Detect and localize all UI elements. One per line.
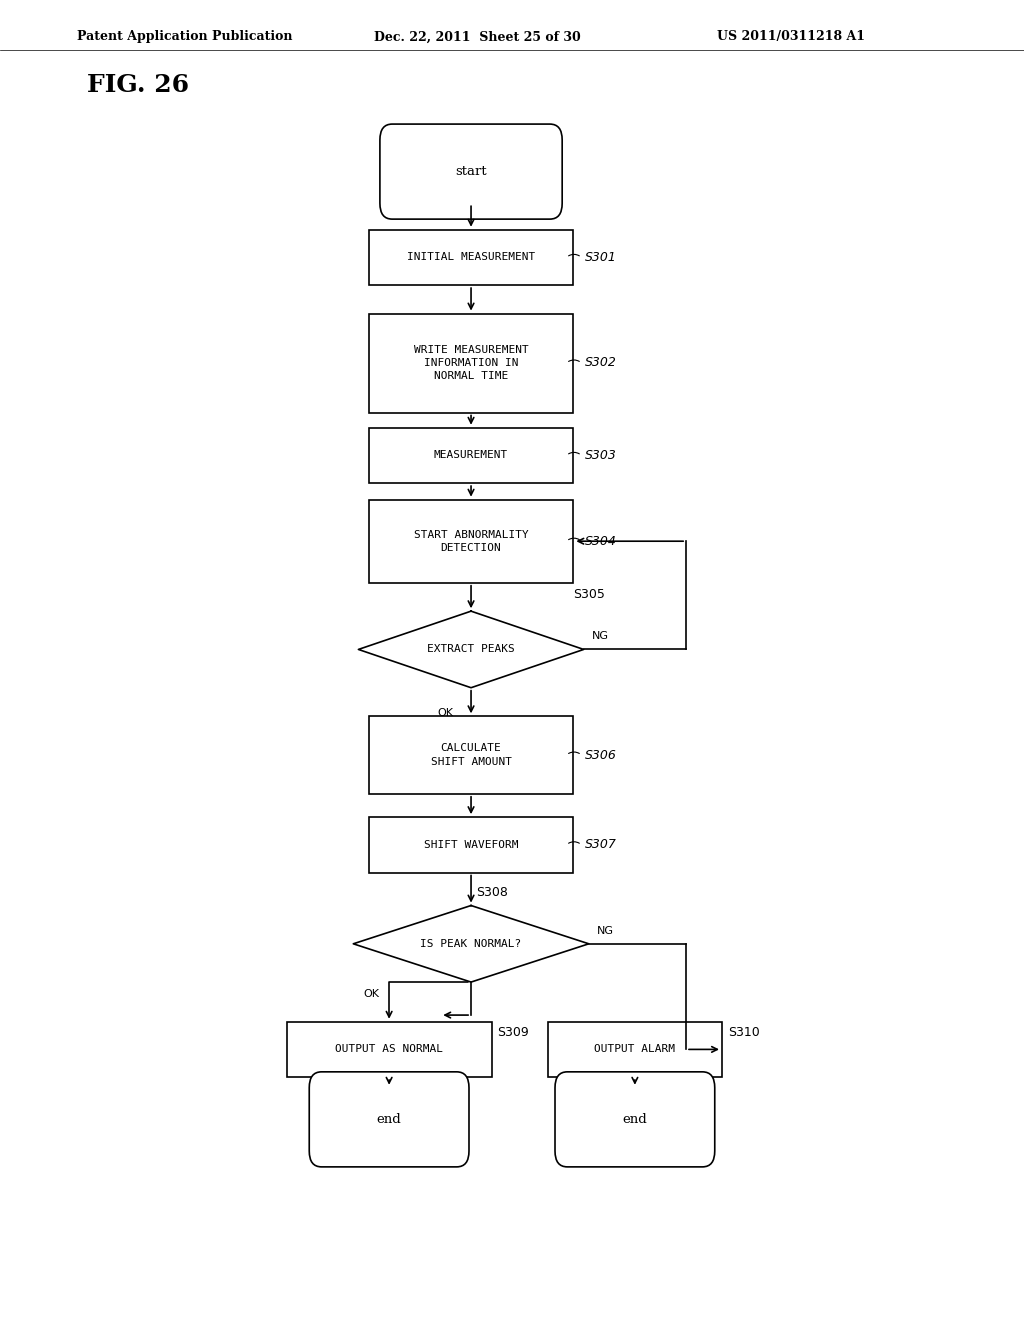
Text: end: end (623, 1113, 647, 1126)
FancyBboxPatch shape (369, 500, 573, 583)
Text: Dec. 22, 2011  Sheet 25 of 30: Dec. 22, 2011 Sheet 25 of 30 (374, 30, 581, 44)
Polygon shape (358, 611, 584, 688)
Text: WRITE MEASUREMENT
INFORMATION IN
NORMAL TIME: WRITE MEASUREMENT INFORMATION IN NORMAL … (414, 345, 528, 381)
FancyBboxPatch shape (369, 817, 573, 873)
Text: FIG. 26: FIG. 26 (87, 73, 189, 96)
Text: S308: S308 (476, 886, 508, 899)
FancyBboxPatch shape (369, 428, 573, 483)
Text: S306: S306 (585, 748, 616, 762)
Text: IS PEAK NORMAL?: IS PEAK NORMAL? (421, 939, 521, 949)
Text: MEASUREMENT: MEASUREMENT (434, 450, 508, 461)
Text: S305: S305 (573, 587, 605, 601)
Text: NG: NG (592, 631, 609, 642)
Text: S309: S309 (497, 1026, 528, 1039)
Text: S310: S310 (728, 1026, 760, 1039)
Text: EXTRACT PEAKS: EXTRACT PEAKS (427, 644, 515, 655)
FancyBboxPatch shape (369, 314, 573, 412)
Text: OK: OK (362, 989, 379, 999)
Text: SHIFT WAVEFORM: SHIFT WAVEFORM (424, 840, 518, 850)
Text: CALCULATE
SHIFT AMOUNT: CALCULATE SHIFT AMOUNT (430, 743, 512, 767)
Text: end: end (377, 1113, 401, 1126)
FancyBboxPatch shape (369, 717, 573, 793)
FancyBboxPatch shape (380, 124, 562, 219)
Text: US 2011/0311218 A1: US 2011/0311218 A1 (717, 30, 865, 44)
Text: START ABNORMALITY
DETECTION: START ABNORMALITY DETECTION (414, 529, 528, 553)
Text: S307: S307 (585, 838, 616, 851)
FancyBboxPatch shape (309, 1072, 469, 1167)
Text: S304: S304 (585, 535, 616, 548)
FancyBboxPatch shape (369, 230, 573, 285)
Text: OUTPUT AS NORMAL: OUTPUT AS NORMAL (335, 1044, 443, 1055)
Text: S301: S301 (585, 251, 616, 264)
Text: OK: OK (437, 708, 454, 718)
Text: start: start (456, 165, 486, 178)
FancyBboxPatch shape (555, 1072, 715, 1167)
Text: OUTPUT ALARM: OUTPUT ALARM (594, 1044, 676, 1055)
Text: NG: NG (597, 925, 614, 936)
FancyBboxPatch shape (287, 1022, 492, 1077)
Text: S302: S302 (585, 356, 616, 370)
Text: S303: S303 (585, 449, 616, 462)
FancyBboxPatch shape (548, 1022, 722, 1077)
Text: Patent Application Publication: Patent Application Publication (77, 30, 292, 44)
Text: INITIAL MEASUREMENT: INITIAL MEASUREMENT (407, 252, 536, 263)
Polygon shape (353, 906, 589, 982)
